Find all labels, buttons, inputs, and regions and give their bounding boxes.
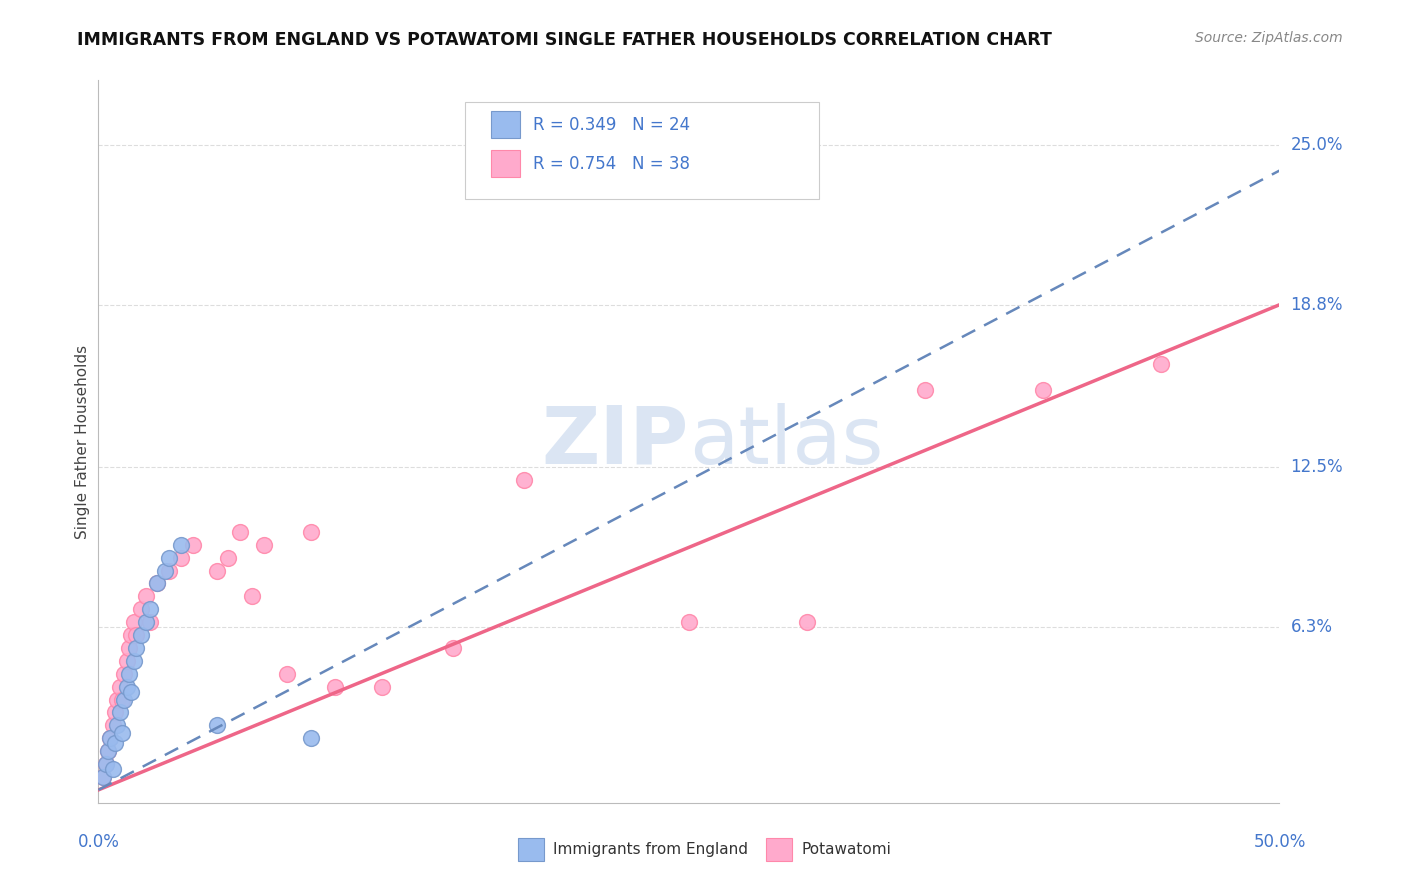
Point bbox=[104, 736, 127, 750]
Point bbox=[139, 602, 162, 616]
Point bbox=[205, 564, 228, 578]
Point bbox=[157, 550, 180, 565]
Point bbox=[112, 666, 135, 681]
Point bbox=[796, 615, 818, 630]
Point bbox=[135, 615, 157, 630]
Point bbox=[253, 538, 276, 552]
Point bbox=[111, 726, 134, 740]
Point bbox=[115, 654, 138, 668]
Point bbox=[121, 628, 143, 642]
Point bbox=[512, 473, 534, 487]
Point bbox=[153, 564, 176, 578]
Point bbox=[205, 718, 228, 732]
Point bbox=[371, 680, 394, 694]
Point bbox=[91, 770, 114, 784]
Point bbox=[122, 654, 145, 668]
Point bbox=[104, 706, 127, 720]
Point bbox=[98, 731, 121, 746]
Point bbox=[105, 692, 128, 706]
Point bbox=[101, 718, 124, 732]
FancyBboxPatch shape bbox=[464, 102, 818, 200]
Point bbox=[121, 685, 143, 699]
Point bbox=[115, 680, 138, 694]
Point bbox=[217, 550, 239, 565]
Point bbox=[240, 590, 263, 604]
Point bbox=[299, 731, 322, 746]
Point bbox=[1150, 357, 1173, 371]
Text: 50.0%: 50.0% bbox=[1253, 833, 1306, 851]
Point bbox=[118, 640, 141, 655]
Point bbox=[157, 564, 180, 578]
Text: R = 0.754   N = 38: R = 0.754 N = 38 bbox=[533, 154, 690, 172]
Text: Source: ZipAtlas.com: Source: ZipAtlas.com bbox=[1195, 31, 1343, 45]
Point bbox=[112, 692, 135, 706]
Point bbox=[111, 692, 134, 706]
Point bbox=[94, 757, 117, 772]
Y-axis label: Single Father Households: Single Father Households bbox=[75, 344, 90, 539]
Point bbox=[678, 615, 700, 630]
Point bbox=[135, 590, 157, 604]
Point bbox=[170, 550, 193, 565]
Text: 25.0%: 25.0% bbox=[1291, 136, 1343, 153]
Point bbox=[146, 576, 169, 591]
Text: 18.8%: 18.8% bbox=[1291, 296, 1343, 314]
Text: Immigrants from England: Immigrants from England bbox=[553, 842, 748, 857]
Point bbox=[129, 628, 152, 642]
Bar bbox=[491, 150, 520, 178]
Text: R = 0.349   N = 24: R = 0.349 N = 24 bbox=[533, 116, 690, 134]
Point bbox=[299, 524, 322, 539]
Point bbox=[323, 680, 346, 694]
Point bbox=[170, 538, 193, 552]
Text: ZIP: ZIP bbox=[541, 402, 689, 481]
Point bbox=[181, 538, 204, 552]
Point bbox=[108, 706, 131, 720]
Point bbox=[125, 628, 148, 642]
Point bbox=[1032, 383, 1054, 397]
Point bbox=[276, 666, 298, 681]
Point bbox=[914, 383, 936, 397]
Point bbox=[97, 744, 120, 758]
Text: IMMIGRANTS FROM ENGLAND VS POTAWATOMI SINGLE FATHER HOUSEHOLDS CORRELATION CHART: IMMIGRANTS FROM ENGLAND VS POTAWATOMI SI… bbox=[77, 31, 1052, 49]
Point bbox=[118, 666, 141, 681]
Text: 12.5%: 12.5% bbox=[1291, 458, 1343, 476]
Point bbox=[122, 615, 145, 630]
Point bbox=[441, 640, 464, 655]
Text: 0.0%: 0.0% bbox=[77, 833, 120, 851]
Text: atlas: atlas bbox=[689, 402, 883, 481]
Point bbox=[101, 762, 124, 776]
Point bbox=[139, 615, 162, 630]
Point bbox=[146, 576, 169, 591]
Point bbox=[125, 640, 148, 655]
Bar bbox=[491, 111, 520, 138]
Point bbox=[229, 524, 252, 539]
Bar bbox=[517, 838, 544, 862]
Point bbox=[108, 680, 131, 694]
Text: 6.3%: 6.3% bbox=[1291, 618, 1333, 636]
Point bbox=[129, 602, 152, 616]
Point bbox=[98, 731, 121, 746]
Point bbox=[91, 770, 114, 784]
Point bbox=[97, 744, 120, 758]
Point bbox=[94, 757, 117, 772]
Point bbox=[105, 718, 128, 732]
Bar bbox=[766, 838, 792, 862]
Text: Potawatomi: Potawatomi bbox=[801, 842, 891, 857]
